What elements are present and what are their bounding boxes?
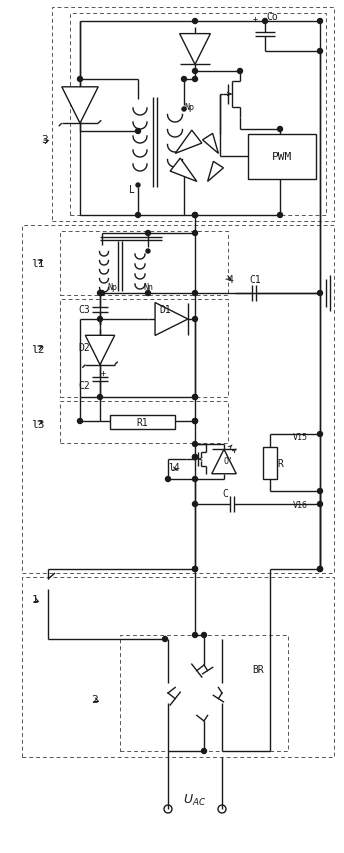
Text: V15: V15 [292,433,308,442]
Polygon shape [155,303,188,336]
Circle shape [193,291,197,296]
Circle shape [193,395,197,400]
Circle shape [136,213,140,218]
Polygon shape [170,159,197,183]
Circle shape [193,213,197,218]
Circle shape [136,130,140,134]
Text: +: + [252,15,258,25]
Circle shape [318,432,323,437]
Circle shape [193,502,197,507]
Bar [110,415,175,430]
Circle shape [162,636,168,641]
Circle shape [193,231,197,236]
Text: C1: C1 [249,275,261,285]
Text: R1: R1 [136,417,148,427]
Text: l4: l4 [168,462,180,473]
Polygon shape [175,131,202,154]
Text: L: L [129,185,135,194]
Text: C2: C2 [78,380,90,391]
Circle shape [193,455,197,460]
Circle shape [77,78,83,83]
Polygon shape [203,134,218,154]
Text: R: R [277,458,283,468]
Circle shape [193,567,197,572]
Text: C3: C3 [78,305,90,315]
Circle shape [318,49,323,55]
Text: Co: Co [266,12,278,22]
Circle shape [318,291,323,296]
Circle shape [193,477,197,482]
Text: D2: D2 [78,343,90,352]
Bar [22,226,334,573]
Polygon shape [207,162,224,183]
Text: $U_{AC}$: $U_{AC}$ [183,792,207,807]
Text: C: C [222,489,228,498]
Bar [22,577,334,757]
Circle shape [193,69,197,74]
Circle shape [165,477,171,482]
Bar [120,635,288,751]
Polygon shape [180,35,211,66]
Circle shape [97,317,103,322]
Circle shape [278,127,282,132]
Circle shape [318,567,323,572]
Circle shape [136,183,140,188]
Circle shape [193,633,197,638]
Circle shape [193,395,197,400]
Circle shape [182,107,186,112]
Bar [70,14,326,216]
Circle shape [193,455,197,460]
Bar [60,232,228,296]
Circle shape [318,20,323,25]
Circle shape [193,20,197,25]
Text: 1: 1 [32,595,39,604]
Text: 2: 2 [92,694,98,705]
Bar [263,448,277,479]
Circle shape [237,69,243,74]
Text: +: + [100,369,106,378]
Text: Nn: Nn [143,282,153,291]
Text: O': O' [224,457,234,466]
Polygon shape [212,450,236,474]
Circle shape [193,419,197,424]
Circle shape [278,213,282,218]
Polygon shape [85,336,115,365]
Circle shape [202,633,206,638]
Circle shape [262,20,268,25]
Text: l3: l3 [31,420,45,430]
Bar [60,402,228,444]
Text: l2: l2 [31,345,45,355]
Circle shape [97,291,103,296]
Circle shape [146,231,151,236]
Circle shape [146,250,150,253]
Circle shape [193,419,197,424]
Text: Np: Np [184,103,194,113]
Text: D1: D1 [159,305,171,315]
Polygon shape [62,88,98,124]
Circle shape [202,749,206,753]
Text: 3: 3 [42,135,49,145]
Bar [52,8,334,222]
Circle shape [318,502,323,507]
Circle shape [318,567,323,572]
Circle shape [193,567,197,572]
Circle shape [146,291,151,296]
Text: V16: V16 [292,501,308,510]
Circle shape [99,291,105,296]
Circle shape [77,419,83,424]
Text: l1: l1 [31,258,45,269]
Circle shape [97,395,103,400]
Circle shape [193,78,197,83]
Text: Np: Np [107,282,117,291]
Circle shape [193,442,197,447]
Circle shape [193,317,197,322]
Circle shape [193,213,197,218]
Bar [60,299,228,397]
Text: PWM: PWM [272,152,292,162]
Circle shape [182,78,186,83]
Text: BR: BR [252,664,264,674]
Circle shape [318,489,323,494]
Bar [248,135,316,180]
Text: 4: 4 [227,275,233,285]
